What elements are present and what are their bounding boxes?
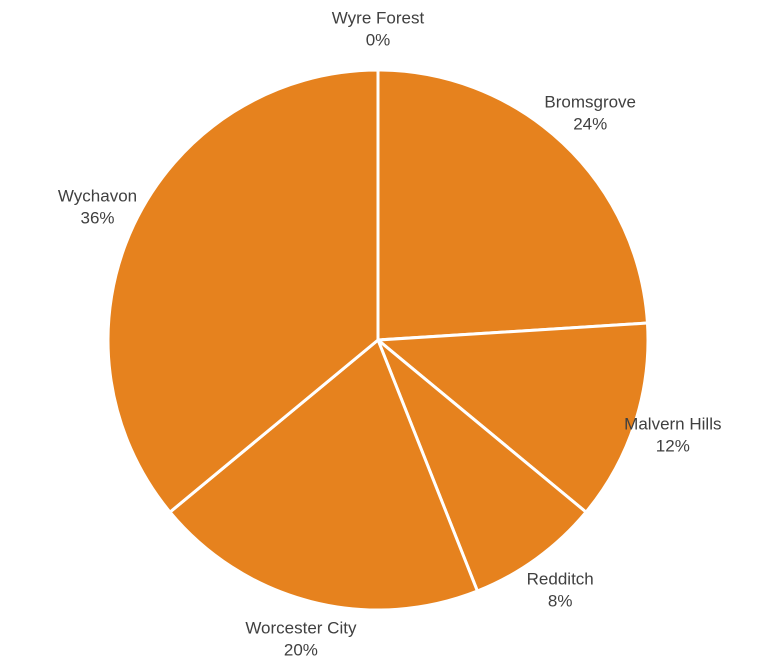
slice-label: Wychavon bbox=[58, 186, 137, 205]
pie-slice bbox=[376, 68, 649, 342]
slice-label: Worcester City bbox=[245, 619, 357, 638]
slice-label: Wyre Forest bbox=[332, 8, 425, 27]
pie-slice bbox=[376, 321, 650, 514]
slice-label: Bromsgrove bbox=[544, 93, 636, 112]
slice-label: Redditch bbox=[527, 569, 594, 588]
slice-value-label: 36% bbox=[80, 208, 114, 227]
slice-value-label: 8% bbox=[548, 591, 573, 610]
slice-value-label: 20% bbox=[284, 641, 318, 660]
slice-value-label: 0% bbox=[366, 30, 391, 49]
slice-value-label: 12% bbox=[656, 436, 690, 455]
slice-label: Malvern Hills bbox=[624, 414, 721, 433]
pie-slice bbox=[106, 68, 380, 514]
pie-slice bbox=[168, 338, 479, 612]
slice-value-label: 24% bbox=[573, 115, 607, 134]
pie-slice bbox=[376, 338, 588, 593]
